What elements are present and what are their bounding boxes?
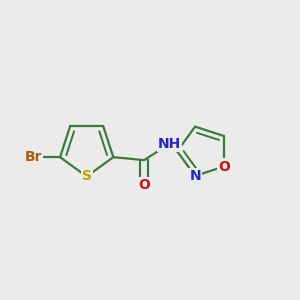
Text: O: O	[218, 160, 230, 173]
Text: NH: NH	[158, 137, 181, 151]
Text: O: O	[138, 178, 150, 192]
Text: Br: Br	[25, 150, 42, 164]
Text: N: N	[189, 169, 201, 183]
Text: S: S	[82, 169, 92, 184]
